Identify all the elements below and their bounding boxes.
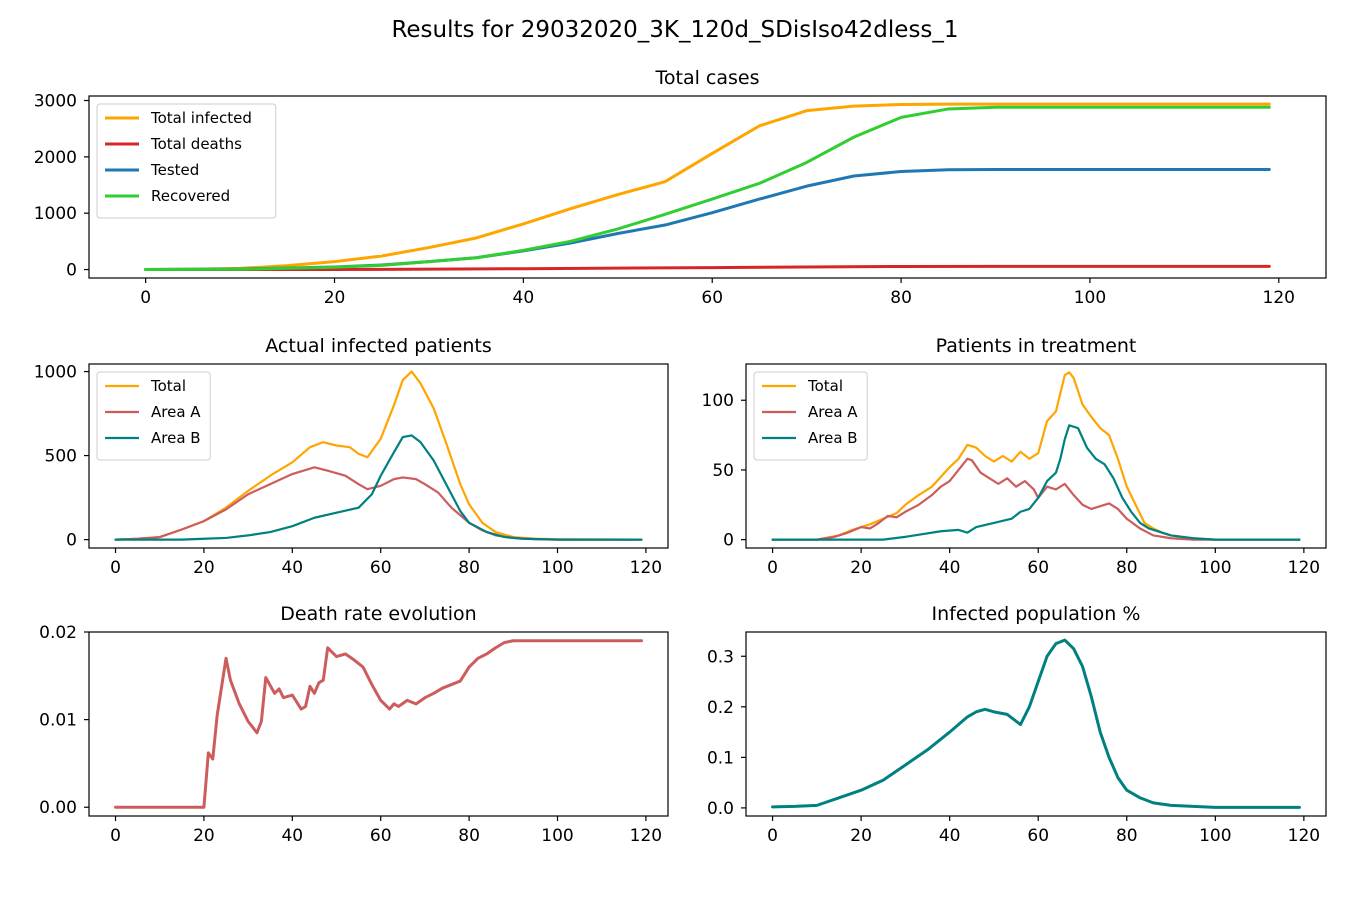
- chart2-x-tick-label: 20: [193, 558, 215, 578]
- chart3-patients-in-treatment: Patients in treatment 0 20 40 60 80 100 120 0 50 1…: [702, 335, 1327, 578]
- chart4-x-tick-label: 40: [281, 826, 303, 846]
- chart4-y-tick-label: 0.01: [39, 711, 77, 731]
- chart1-x-tick-label: 120: [1263, 288, 1295, 308]
- chart2-x-tick-label: 80: [458, 558, 480, 578]
- chart3-legend-label-area-a: Area A: [808, 403, 858, 421]
- chart5-x-tick-label: 20: [850, 826, 872, 846]
- chart5-axes-frame: [745, 631, 1327, 817]
- chart4-x-tick-label: 20: [193, 826, 215, 846]
- chart4-title: Death rate evolution: [280, 603, 476, 625]
- chart1-y-tick-label: 1000: [34, 204, 77, 224]
- chart1-x-tick-label: 40: [513, 288, 535, 308]
- chart5-x-tick-label: 100: [1199, 826, 1231, 846]
- chart1-x-tick-label: 100: [1074, 288, 1106, 308]
- chart5-x-tick-label: 40: [939, 826, 961, 846]
- chart2-x-tick-label: 0: [110, 558, 121, 578]
- chart2-legend-label-area-b: Area B: [151, 429, 201, 447]
- chart2-x-tick-label: 40: [281, 558, 303, 578]
- chart3-legend-label-total: Total: [807, 377, 843, 395]
- chart2-series-area-b-line: [114, 434, 643, 541]
- chart5-infected-population-percent: Infected population % 0 20 40 60 80 100 120 0.0 0…: [707, 603, 1327, 846]
- chart4-x-tick-label: 80: [458, 826, 480, 846]
- chart1-x-tick-label: 20: [324, 288, 346, 308]
- chart4-death-rate-evolution: Death rate evolution 0 20 40 60 80 100 120 0.00 0…: [39, 603, 669, 846]
- chart5-y-tick-label: 0.3: [707, 647, 734, 667]
- chart4-x-tick-label: 100: [541, 826, 573, 846]
- chart2-y-tick-label: 1000: [34, 363, 77, 383]
- chart1-legend: Total infected Total deaths Tested Recovere…: [96, 103, 277, 219]
- chart1-total-cases: Total cases 0 20 40 60 80 100 120 0 1000 2000 3000 T…: [34, 67, 1327, 308]
- chart3-y-tick-label: 50: [712, 461, 734, 481]
- chart1-axes-frame: [88, 95, 1327, 279]
- chart1-legend-label-recovered: Recovered: [151, 187, 230, 205]
- chart2-title: Actual infected patients: [265, 335, 491, 357]
- chart5-x-tick-label: 120: [1288, 826, 1320, 846]
- chart4-y-tick-label: 0.02: [39, 623, 77, 643]
- chart5-series-line-line: [771, 638, 1301, 809]
- chart3-legend: Total Area A Area B: [753, 371, 868, 461]
- chart1-y-tick-label: 3000: [34, 92, 77, 112]
- chart3-y-tick-label: 100: [702, 391, 734, 411]
- chart3-x-tick-label: 0: [767, 558, 778, 578]
- chart3-series-area-a-line: [771, 457, 1301, 541]
- chart2-actual-infected-patients: Actual infected patients 0 20 40 60 80 100 120 0…: [34, 335, 669, 578]
- chart4-y-tick-label: 0.00: [39, 798, 77, 818]
- chart1-series-tested-line: [144, 168, 1271, 272]
- figure-suptitle: Results for 29032020_3K_120d_SDisIso42dl…: [391, 17, 958, 43]
- chart1-legend-label-total-infected: Total infected: [150, 109, 252, 127]
- chart4-x-tick-label: 60: [370, 826, 392, 846]
- chart3-x-tick-label: 80: [1116, 558, 1138, 578]
- chart3-series-area-b-line: [771, 424, 1301, 541]
- chart1-legend-label-total-deaths: Total deaths: [150, 135, 242, 153]
- chart3-x-tick-label: 40: [939, 558, 961, 578]
- chart3-y-tick-label: 0: [723, 531, 734, 551]
- chart1-series-total-infected-line: [144, 102, 1271, 272]
- chart5-x-tick-label: 80: [1116, 826, 1138, 846]
- chart5-y-tick-label: 0.0: [707, 799, 734, 819]
- chart1-series-recovered-line: [144, 105, 1271, 272]
- chart1-legend-label-tested: Tested: [150, 161, 199, 179]
- chart2-legend-label-total: Total: [150, 377, 186, 395]
- chart5-y-tick-label: 0.2: [707, 698, 734, 718]
- chart5-x-tick-label: 0: [767, 826, 778, 846]
- chart2-y-tick-label: 0: [66, 531, 77, 551]
- chart5-x-tick-label: 60: [1027, 826, 1049, 846]
- chart4-series-line-line: [114, 639, 643, 809]
- chart1-y-tick-label: 0: [66, 261, 77, 281]
- chart2-legend: Total Area A Area B: [96, 371, 211, 461]
- chart1-title: Total cases: [655, 67, 760, 89]
- chart3-title: Patients in treatment: [936, 335, 1137, 357]
- chart3-legend-label-area-b: Area B: [808, 429, 858, 447]
- chart3-x-tick-label: 100: [1199, 558, 1231, 578]
- chart1-x-tick-label: 80: [890, 288, 912, 308]
- chart2-x-tick-label: 60: [370, 558, 392, 578]
- chart1-series-total-deaths-line: [144, 264, 1271, 272]
- chart1-y-tick-label: 2000: [34, 148, 77, 168]
- chart5-title: Infected population %: [932, 603, 1141, 625]
- chart4-axes-frame: [88, 631, 669, 817]
- chart5-y-tick-label: 0.1: [707, 748, 734, 768]
- chart3-series-total-line: [771, 371, 1301, 541]
- chart1-x-tick-label: 60: [701, 288, 723, 308]
- chart1-x-tick-label: 0: [140, 288, 151, 308]
- chart3-axes-frame: [745, 363, 1327, 549]
- chart2-legend-label-area-a: Area A: [151, 403, 201, 421]
- chart1-legend-box: [96, 103, 277, 219]
- chart2-x-tick-label: 120: [630, 558, 662, 578]
- chart2-series-total-line: [114, 370, 643, 541]
- chart3-x-tick-label: 60: [1027, 558, 1049, 578]
- chart2-x-tick-label: 100: [541, 558, 573, 578]
- chart3-x-tick-label: 120: [1288, 558, 1320, 578]
- chart2-y-tick-label: 500: [45, 447, 77, 467]
- chart4-x-tick-label: 0: [110, 826, 121, 846]
- chart3-x-tick-label: 20: [850, 558, 872, 578]
- chart4-x-tick-label: 120: [630, 826, 662, 846]
